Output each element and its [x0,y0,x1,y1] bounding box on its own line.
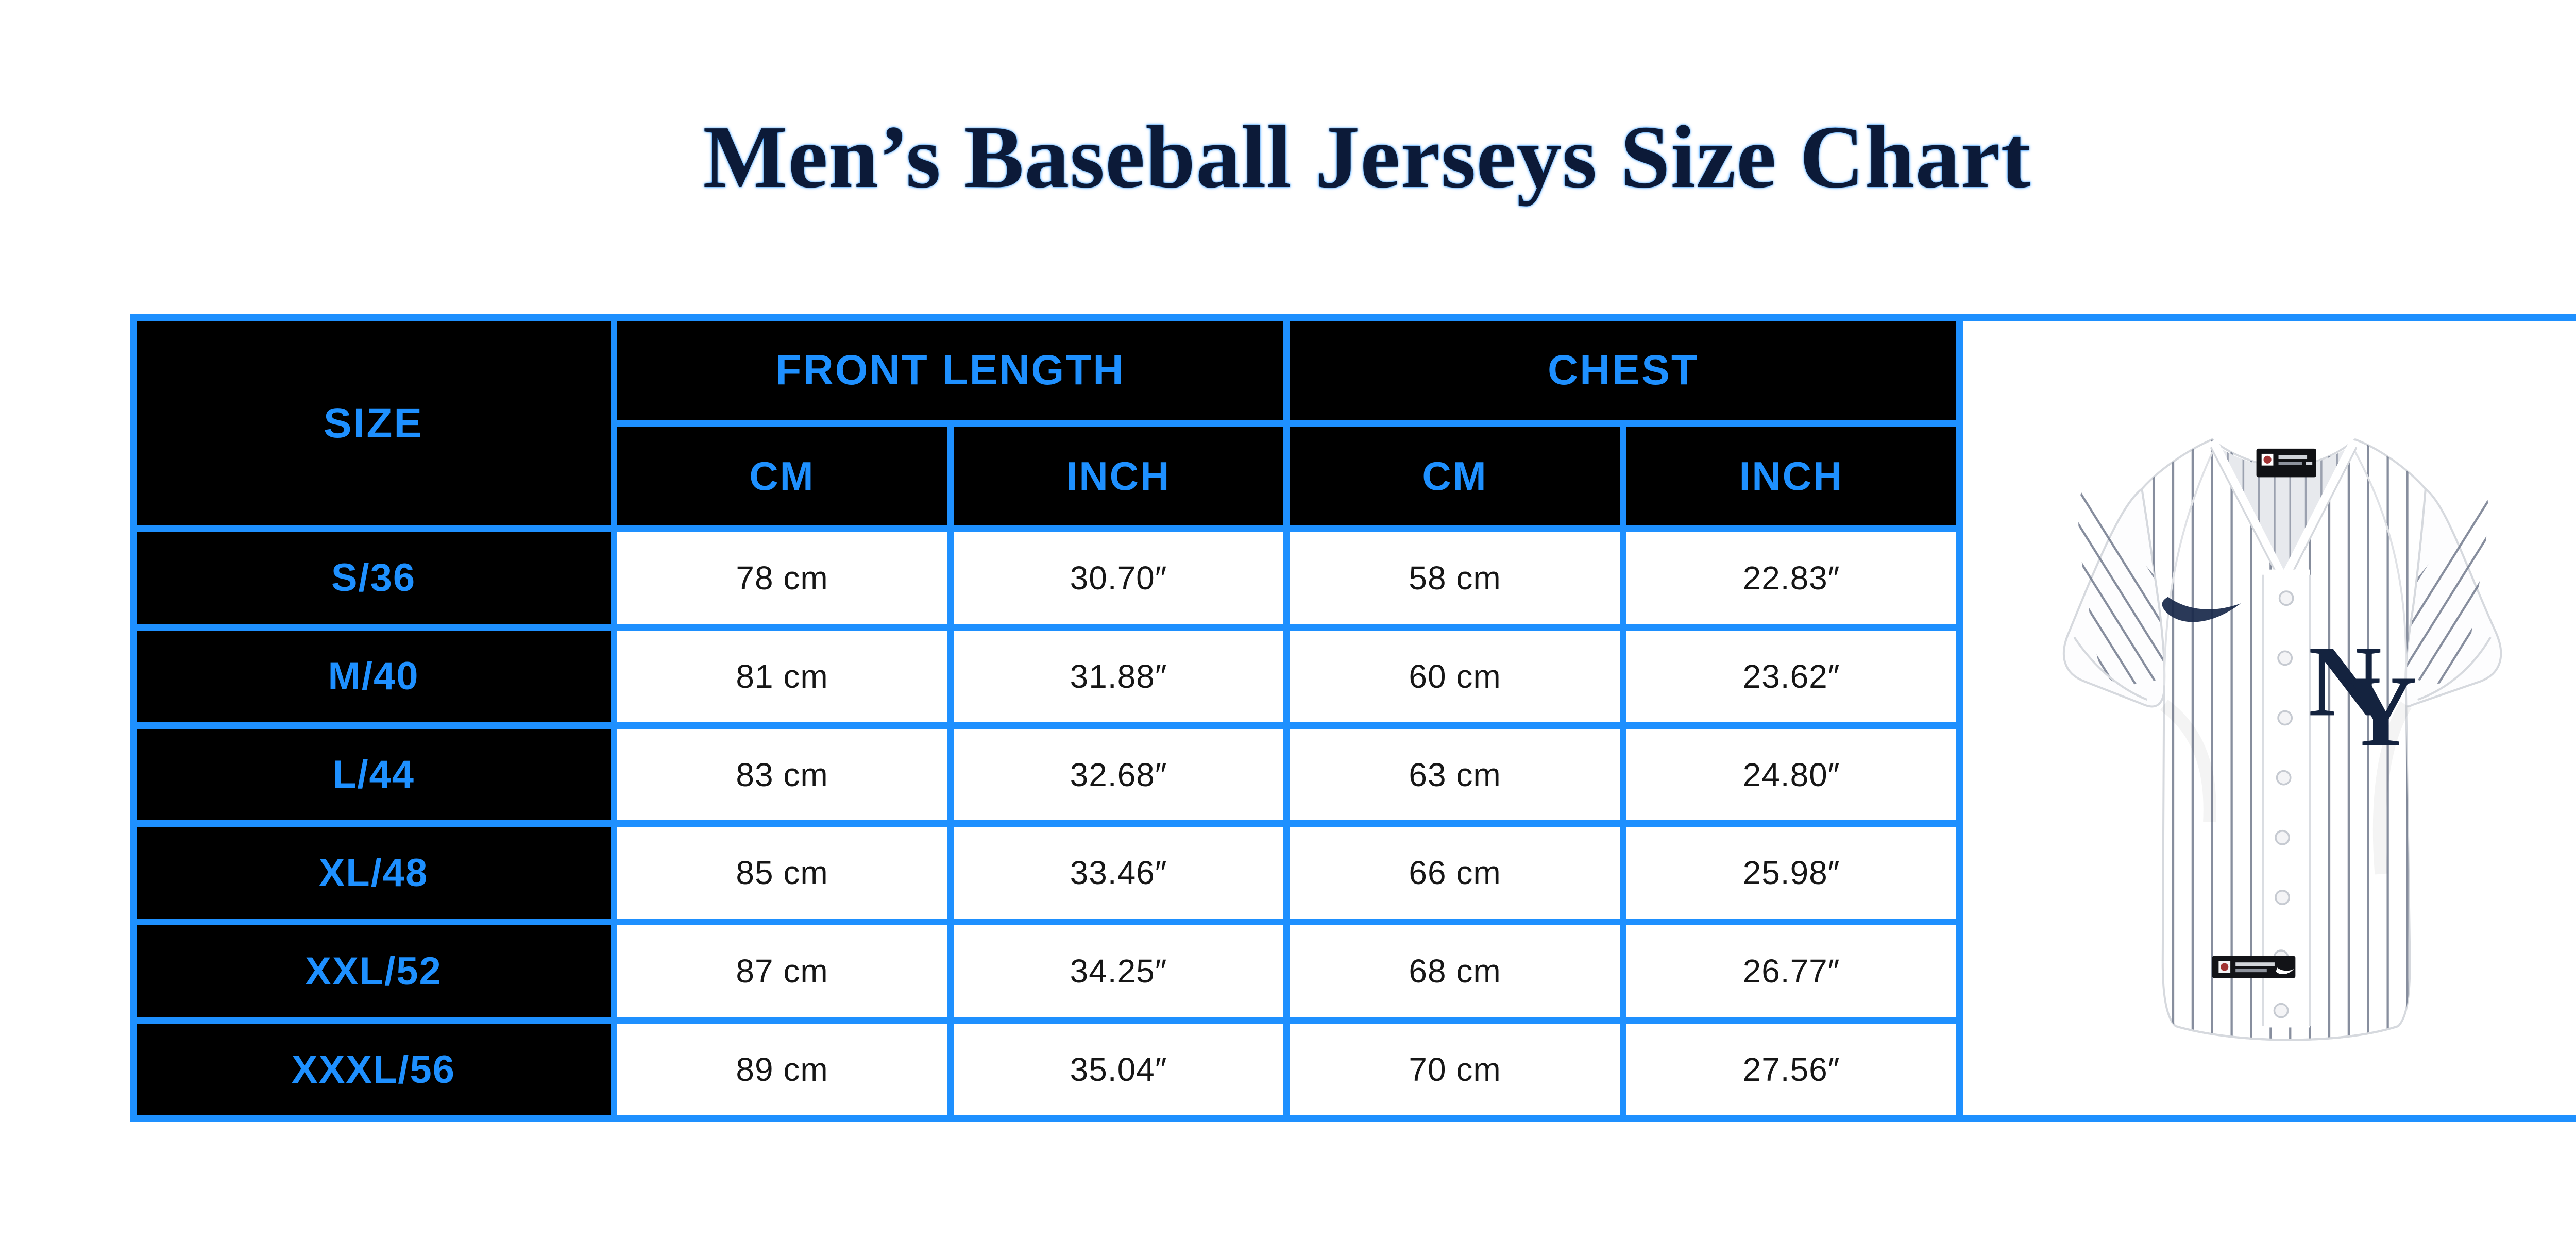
value-cell: 83 cm [617,728,947,821]
value-cell: 23.62″ [1626,630,1956,722]
svg-text:Y: Y [2344,655,2417,768]
ny-monogram: N Y [2309,625,2417,768]
svg-text:N: N [2309,625,2382,738]
value-cell: 81 cm [617,630,947,722]
value-cell: 58 cm [1290,532,1620,624]
value-cell: 66 cm [1290,827,1620,919]
header-front-length: FRONT LENGTH [617,321,1283,420]
value-cell: 89 cm [617,1024,947,1115]
value-cell: 63 cm [1290,728,1620,821]
value-cell: 32.68″ [954,728,1283,821]
size-chart-table: SIZE FRONT LENGTH CHEST CM INCH CM INCH … [130,314,2576,1122]
header-front-inch: INCH [954,427,1283,525]
size-cell: S/36 [137,532,611,624]
jersey-image: N Y [2017,438,2537,1041]
collar-tag [2256,449,2316,478]
value-cell: 34.25″ [954,925,1283,1017]
header-front-cm: CM [617,427,947,525]
value-cell: 24.80″ [1626,728,1956,821]
size-cell: XL/48 [137,827,611,919]
value-cell: 25.98″ [1626,827,1956,919]
header-chest-inch: INCH [1626,427,1956,525]
size-cell: XXXL/56 [137,1024,611,1115]
value-cell: 33.46″ [954,827,1283,919]
size-cell: M/40 [137,630,611,722]
jersey-panel: N Y [1963,321,2576,1115]
value-cell: 35.04″ [954,1024,1283,1115]
size-cell: L/44 [137,728,611,821]
page-title: Men’s Baseball Jerseys Size Chart [703,107,2031,207]
jersey-collar [2210,440,2358,580]
value-cell: 78 cm [617,532,947,624]
value-cell: 87 cm [617,925,947,1017]
jock-tag [2212,956,2296,978]
nike-swoosh-icon [2162,597,2241,622]
value-cell: 85 cm [617,827,947,919]
value-cell: 31.88″ [954,630,1283,722]
value-cell: 26.77″ [1626,925,1956,1017]
value-cell: 70 cm [1290,1024,1620,1115]
value-cell: 30.70″ [954,532,1283,624]
value-cell: 68 cm [1290,925,1620,1017]
header-size: SIZE [137,321,611,525]
value-cell: 27.56″ [1626,1024,1956,1115]
header-chest: CHEST [1290,321,1956,420]
header-chest-cm: CM [1290,427,1620,525]
value-cell: 22.83″ [1626,532,1956,624]
size-cell: XXL/52 [137,925,611,1017]
value-cell: 60 cm [1290,630,1620,722]
